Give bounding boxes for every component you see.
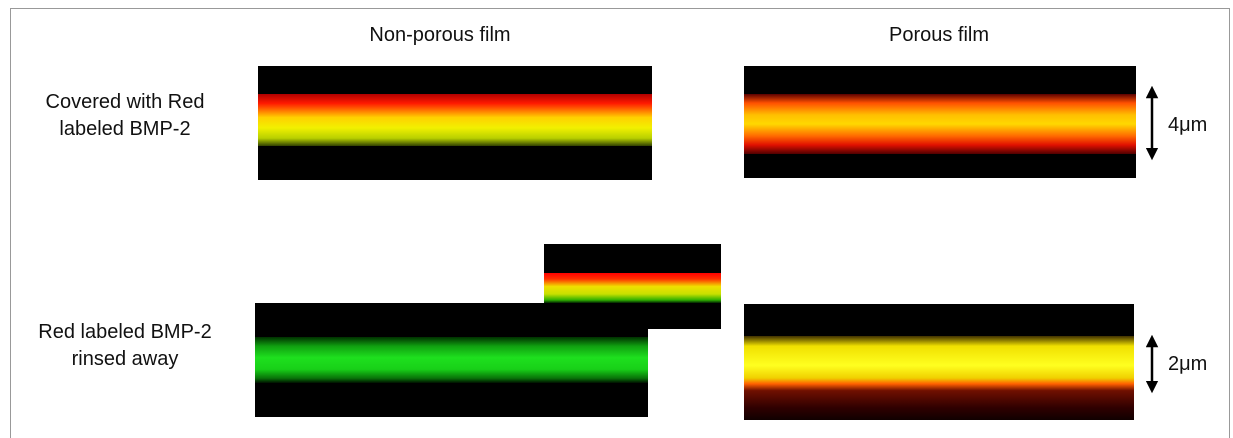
annotations [0, 0, 1233, 434]
figure: Non-porous film Porous film Covered with… [0, 0, 1233, 434]
scale-label: 2μm [1168, 351, 1207, 378]
scale-label: 4μm [1168, 112, 1207, 139]
